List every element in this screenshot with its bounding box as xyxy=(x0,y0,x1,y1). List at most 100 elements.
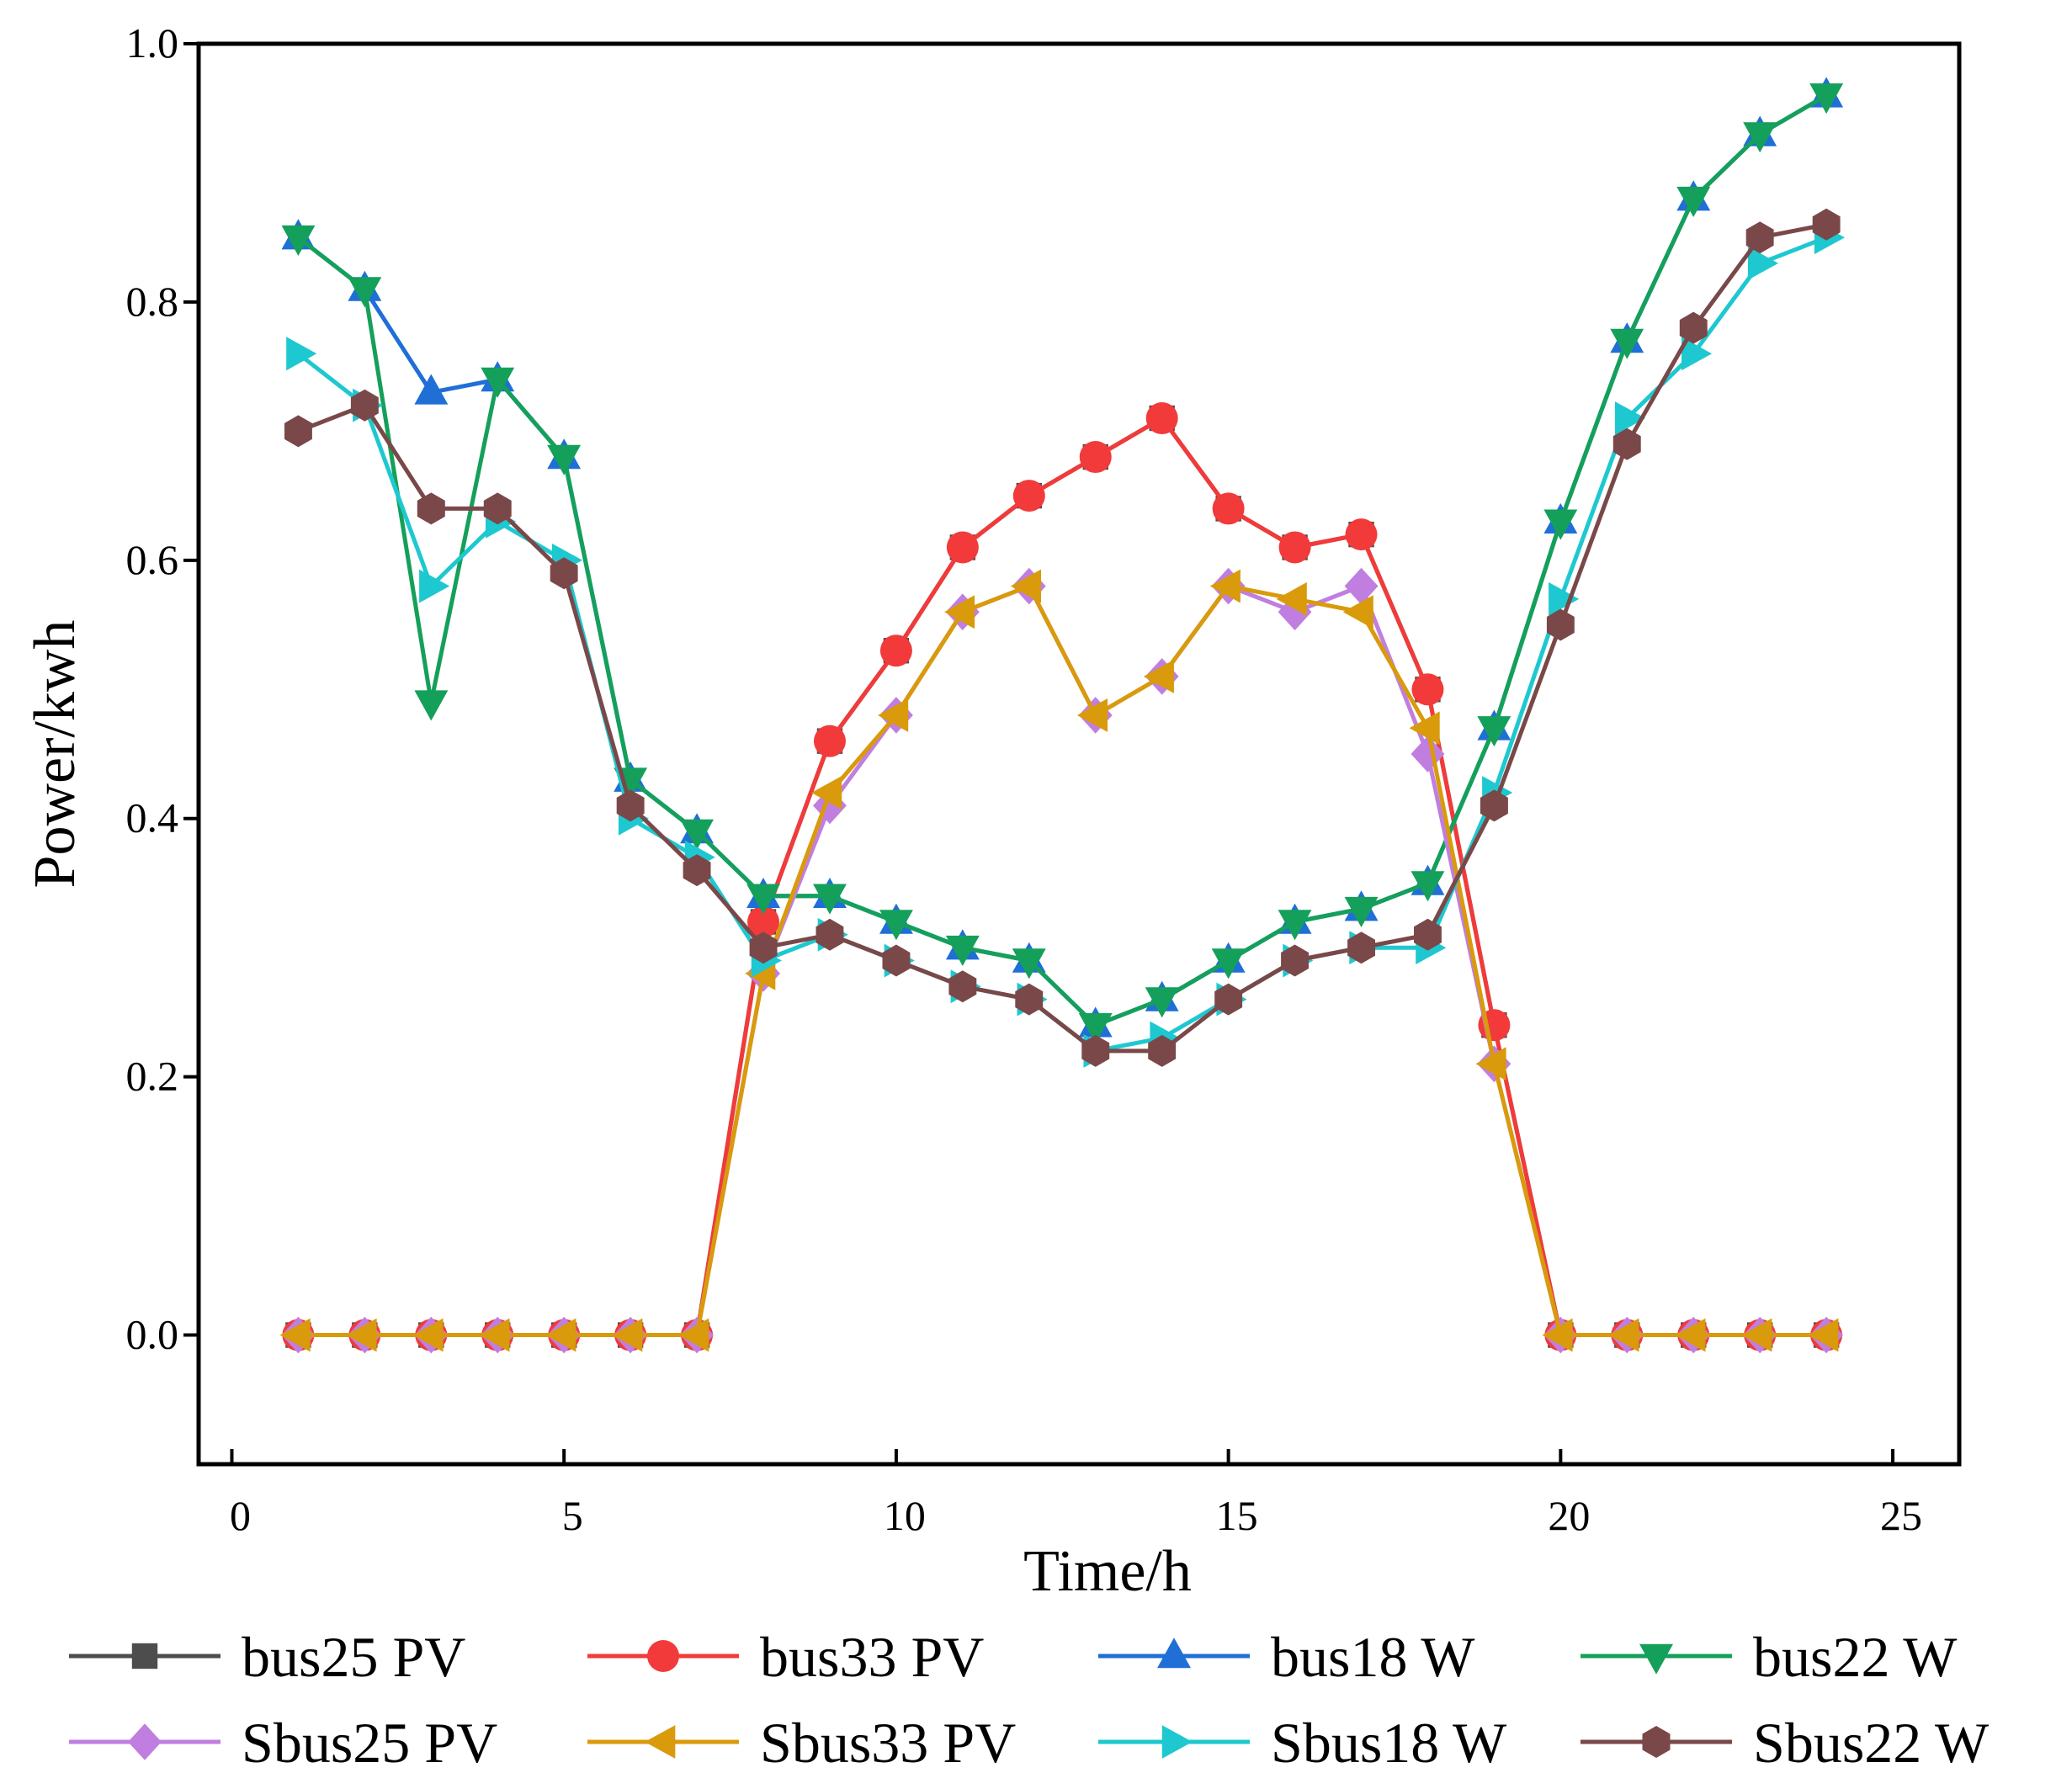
data-point-sbus22-w xyxy=(483,492,512,525)
data-point-sbus33-pv xyxy=(678,1318,709,1352)
data-point-sbus33-pv xyxy=(1076,698,1108,732)
data-point-sbus33-pv xyxy=(346,1318,377,1352)
x-axis: 0 5 10 15 20 25 xyxy=(230,1449,1922,1539)
data-point-sbus33-pv xyxy=(1342,595,1373,629)
x-tick-label: 15 xyxy=(1216,1492,1258,1539)
data-point-sbus33-pv xyxy=(1010,569,1041,603)
legend-label: Sbus18 W xyxy=(1271,1711,1507,1775)
series-line-sbus33-pv xyxy=(298,584,1827,1337)
data-point-bus22-w xyxy=(1543,509,1578,540)
data-point-sbus22-w xyxy=(816,918,844,951)
series-line-sbus25-pv xyxy=(298,584,1827,1337)
legend-marker xyxy=(1639,1643,1673,1675)
legend-label: bus33 PV xyxy=(760,1625,984,1689)
series-sbus25-pv xyxy=(281,567,1844,1354)
x-tick-label: 10 xyxy=(884,1492,926,1539)
data-point-sbus22-w xyxy=(948,970,977,1003)
data-point-bus22-w xyxy=(680,819,714,850)
data-point-sbus33-pv xyxy=(1542,1318,1573,1352)
legend-item-sbus33-pv: Sbus33 PV xyxy=(587,1711,1016,1775)
legend-item-sbus25-pv: Sbus25 PV xyxy=(69,1711,497,1775)
y-tick-label: 0.6 xyxy=(126,536,179,583)
y-axis-title: Power/kwh xyxy=(23,620,88,889)
data-point-sbus33-pv xyxy=(1276,581,1307,616)
plot-area xyxy=(196,41,1962,1467)
data-point-bus22-w xyxy=(813,884,847,915)
legend-marker xyxy=(128,1723,162,1760)
data-point-sbus22-w xyxy=(1612,427,1641,460)
data-point-sbus18-w xyxy=(1615,401,1646,435)
data-point-bus22-w xyxy=(1145,987,1179,1018)
legend-label: Sbus22 W xyxy=(1753,1711,1990,1775)
data-point-sbus22-w xyxy=(284,415,312,448)
data-point-sbus33-pv xyxy=(944,595,975,629)
data-point-bus22-w xyxy=(945,935,980,966)
data-point-bus18-w xyxy=(414,374,449,405)
y-tick-label: 0.8 xyxy=(126,278,179,325)
legend: bus25 PV bus33 PV bus18 W bus22 W Sbus25 PV S… xyxy=(69,1625,1990,1775)
data-point-bus22-w xyxy=(746,884,780,915)
data-point-sbus18-w xyxy=(286,337,317,371)
data-point-sbus18-w xyxy=(419,569,450,603)
series-line-bus22-w xyxy=(296,93,1828,1027)
data-point-sbus33-pv xyxy=(1475,1047,1506,1081)
data-point-sbus22-w xyxy=(1347,932,1375,964)
legend-marker xyxy=(1161,1725,1193,1759)
data-point-sbus33-pv xyxy=(1675,1318,1706,1352)
legend-item-sbus18-w: Sbus18 W xyxy=(1098,1711,1507,1775)
data-point-sbus22-w xyxy=(1480,789,1508,822)
legend-label: bus25 PV xyxy=(242,1625,465,1689)
data-point-bus33-pv xyxy=(946,531,979,564)
legend-item-bus25-pv: bus25 PV xyxy=(69,1625,465,1689)
data-point-bus33-pv xyxy=(1212,492,1245,525)
data-point-bus22-w xyxy=(1743,122,1777,153)
x-axis-title: Time/h xyxy=(1023,1539,1192,1604)
data-point-sbus33-pv xyxy=(545,1318,576,1352)
data-point-sbus22-w xyxy=(1745,221,1774,254)
data-point-sbus18-w xyxy=(1747,246,1778,280)
data-point-sbus22-w xyxy=(1414,918,1442,951)
data-point-sbus33-pv xyxy=(479,1318,510,1352)
data-point-bus22-w xyxy=(1278,910,1312,941)
series-line-bus25-pv xyxy=(298,416,1827,1337)
data-point-sbus33-pv xyxy=(1808,1318,1839,1352)
legend-item-sbus22-w: Sbus22 W xyxy=(1581,1711,1990,1775)
series-line-bus18-w xyxy=(296,93,1828,1027)
data-point-bus22-w xyxy=(1809,83,1844,114)
series-bus18-w xyxy=(281,77,1844,1038)
legend-item-bus33-pv: bus33 PV xyxy=(587,1625,984,1689)
series-bus22-w xyxy=(281,83,1844,1044)
data-point-bus33-pv xyxy=(879,634,912,667)
data-point-bus33-pv xyxy=(1345,518,1378,551)
data-point-bus22-w xyxy=(1477,716,1511,747)
data-point-sbus22-w xyxy=(1679,311,1708,344)
data-point-bus22-w xyxy=(1610,328,1644,359)
data-point-sbus33-pv xyxy=(1409,711,1440,746)
data-point-bus22-w xyxy=(1676,186,1711,217)
data-point-sbus22-w xyxy=(1081,1034,1110,1067)
data-point-sbus22-w xyxy=(1214,983,1243,1016)
legend-item-bus18-w: bus18 W xyxy=(1098,1625,1475,1689)
series-sbus22-w xyxy=(284,208,1841,1067)
data-point-bus22-w xyxy=(481,367,515,398)
data-point-sbus22-w xyxy=(550,557,578,590)
data-point-bus33-pv xyxy=(747,905,780,938)
legend-marker xyxy=(645,1725,676,1759)
data-point-sbus18-w xyxy=(1682,337,1713,371)
data-point-bus22-w xyxy=(547,444,582,475)
legend-marker xyxy=(1642,1726,1671,1758)
data-point-sbus22-w xyxy=(1148,1034,1177,1067)
x-tick-label: 20 xyxy=(1548,1492,1590,1539)
x-tick-label: 25 xyxy=(1880,1492,1922,1539)
data-point-sbus33-pv xyxy=(811,776,842,810)
y-tick-label: 0.2 xyxy=(126,1053,179,1100)
series-sbus18-w xyxy=(286,220,1845,1068)
legend-marker xyxy=(647,1640,679,1672)
legend-marker xyxy=(1157,1638,1191,1669)
data-point-sbus33-pv xyxy=(1143,660,1174,693)
data-point-bus33-pv xyxy=(1411,673,1444,706)
data-point-bus22-w xyxy=(879,910,913,941)
data-point-bus22-w xyxy=(1012,948,1046,979)
data-point-sbus22-w xyxy=(882,944,911,977)
